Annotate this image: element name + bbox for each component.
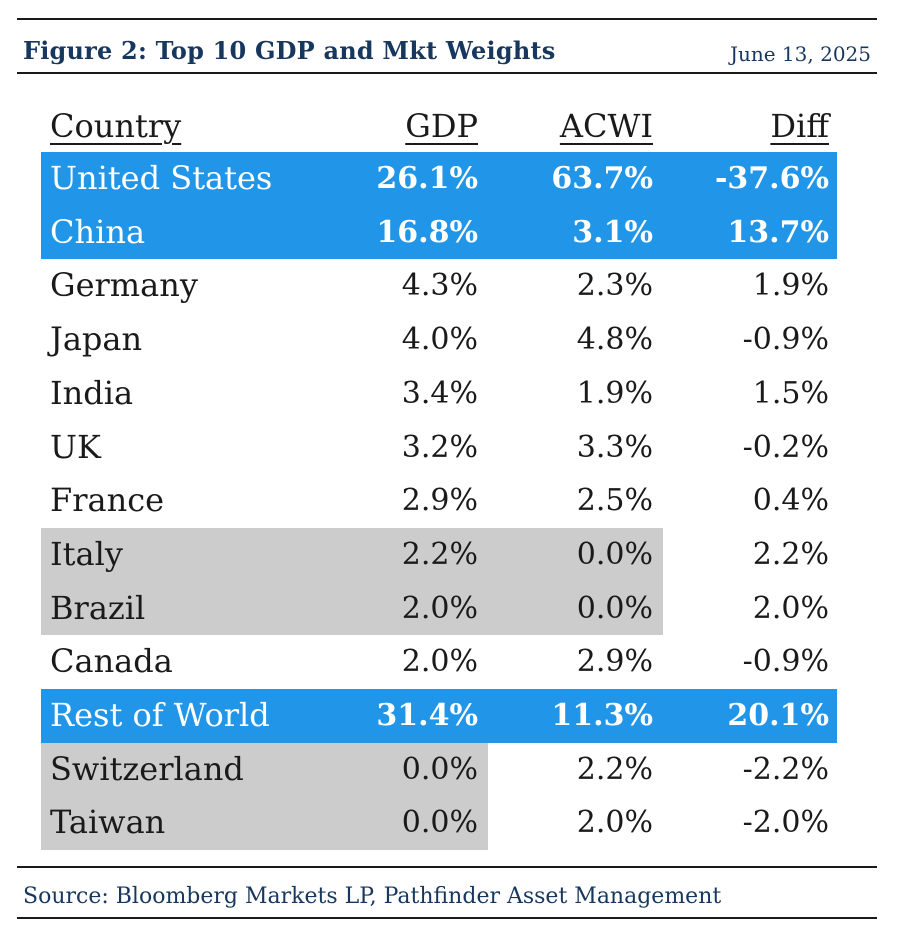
gdp-cell: 2.2% <box>401 536 478 572</box>
row-highlight-grey <box>41 527 663 582</box>
gdp-cell: 2.0% <box>401 644 478 680</box>
gdp-cell: 0.0% <box>401 805 478 841</box>
table-row: Brazil 2.0% 0.0% 2.0% <box>17 581 877 636</box>
footer-rule <box>17 917 877 919</box>
column-header-acwi: ACWI <box>559 107 653 145</box>
acwi-cell: 0.0% <box>576 590 653 626</box>
country-cell: United States <box>50 159 273 197</box>
table-row: Canada 2.0% 2.9% -0.9% <box>17 635 877 689</box>
diff-cell: -2.2% <box>742 751 829 787</box>
acwi-cell: 11.3% <box>551 698 653 733</box>
gdp-cell: 3.4% <box>401 375 478 411</box>
acwi-cell: 2.2% <box>576 751 653 787</box>
country-cell: Italy <box>50 534 123 573</box>
gdp-cell: 2.9% <box>401 483 478 519</box>
gdp-cell: 31.4% <box>376 698 478 733</box>
column-header-country: Country <box>50 107 182 145</box>
column-header-diff: Diff <box>770 107 829 145</box>
country-cell: Canada <box>50 642 173 681</box>
country-cell: Japan <box>50 320 143 359</box>
table-row: UK 3.2% 3.3% -0.2% <box>17 421 877 475</box>
gdp-cell: 3.2% <box>401 429 478 465</box>
acwi-cell: 0.0% <box>576 536 653 572</box>
row-highlight-grey <box>41 581 663 636</box>
column-header-gdp: GDP <box>405 107 478 145</box>
gdp-cell: 16.8% <box>376 214 478 250</box>
country-cell: Rest of World <box>50 696 270 734</box>
acwi-cell: 4.8% <box>576 322 653 358</box>
acwi-cell: 1.9% <box>576 375 653 411</box>
row-highlight-blue <box>41 205 837 260</box>
row-highlight-grey <box>41 796 488 851</box>
gdp-cell: 4.3% <box>401 268 478 304</box>
acwi-cell: 2.9% <box>576 644 653 680</box>
table-row: Taiwan 0.0% 2.0% -2.0% <box>17 796 877 851</box>
diff-cell: 2.2% <box>752 536 829 572</box>
figure: Figure 2: Top 10 GDP and Mkt Weights Jun… <box>17 0 877 931</box>
figure-title: Figure 2: Top 10 GDP and Mkt Weights <box>23 36 556 65</box>
bottom-rule <box>17 866 877 868</box>
diff-cell: 2.0% <box>752 590 829 626</box>
gdp-cell: 4.0% <box>401 322 478 358</box>
acwi-cell: 2.5% <box>576 483 653 519</box>
diff-cell: -37.6% <box>714 161 829 196</box>
country-cell: UK <box>50 427 101 466</box>
diff-cell: -0.9% <box>742 644 829 680</box>
country-cell: Germany <box>50 266 198 305</box>
table-row: Japan 4.0% 4.8% -0.9% <box>17 313 877 367</box>
table-row: France 2.9% 2.5% 0.4% <box>17 474 877 528</box>
country-cell: China <box>50 212 146 251</box>
acwi-cell: 3.3% <box>576 429 653 465</box>
diff-cell: -0.9% <box>742 322 829 358</box>
top-rule <box>17 18 877 20</box>
country-cell: Taiwan <box>50 803 166 842</box>
diff-cell: 1.9% <box>752 268 829 304</box>
country-cell: France <box>50 481 165 520</box>
table-row: Rest of World 31.4% 11.3% 20.1% <box>17 689 877 743</box>
acwi-cell: 3.1% <box>572 214 653 250</box>
diff-cell: 1.5% <box>752 375 829 411</box>
row-highlight-blue <box>41 689 837 743</box>
table-row: United States 26.1% 63.7% -37.6% <box>17 152 877 206</box>
country-cell: Switzerland <box>50 749 244 788</box>
acwi-cell: 2.0% <box>576 805 653 841</box>
diff-cell: 13.7% <box>727 214 829 250</box>
acwi-cell: 2.3% <box>576 268 653 304</box>
diff-cell: -2.0% <box>742 805 829 841</box>
source-note: Source: Bloomberg Markets LP, Pathfinder… <box>23 884 722 909</box>
figure-date: June 13, 2025 <box>729 42 871 66</box>
table-row: Italy 2.2% 0.0% 2.2% <box>17 527 877 582</box>
country-cell: India <box>50 373 134 412</box>
table-row: Switzerland 0.0% 2.2% -2.2% <box>17 742 877 797</box>
diff-cell: 0.4% <box>752 483 829 519</box>
diff-cell: -0.2% <box>742 429 829 465</box>
table-row: Germany 4.3% 2.3% 1.9% <box>17 259 877 313</box>
country-cell: Brazil <box>50 588 146 627</box>
title-rule <box>17 72 877 74</box>
table-row: China 16.8% 3.1% 13.7% <box>17 205 877 260</box>
gdp-cell: 2.0% <box>401 590 478 626</box>
diff-cell: 20.1% <box>727 698 829 733</box>
table-row: India 3.4% 1.9% 1.5% <box>17 367 877 421</box>
acwi-cell: 63.7% <box>551 161 653 196</box>
row-highlight-grey <box>41 742 488 797</box>
gdp-cell: 0.0% <box>401 751 478 787</box>
gdp-cell: 26.1% <box>376 161 478 196</box>
row-highlight-blue <box>41 152 837 206</box>
